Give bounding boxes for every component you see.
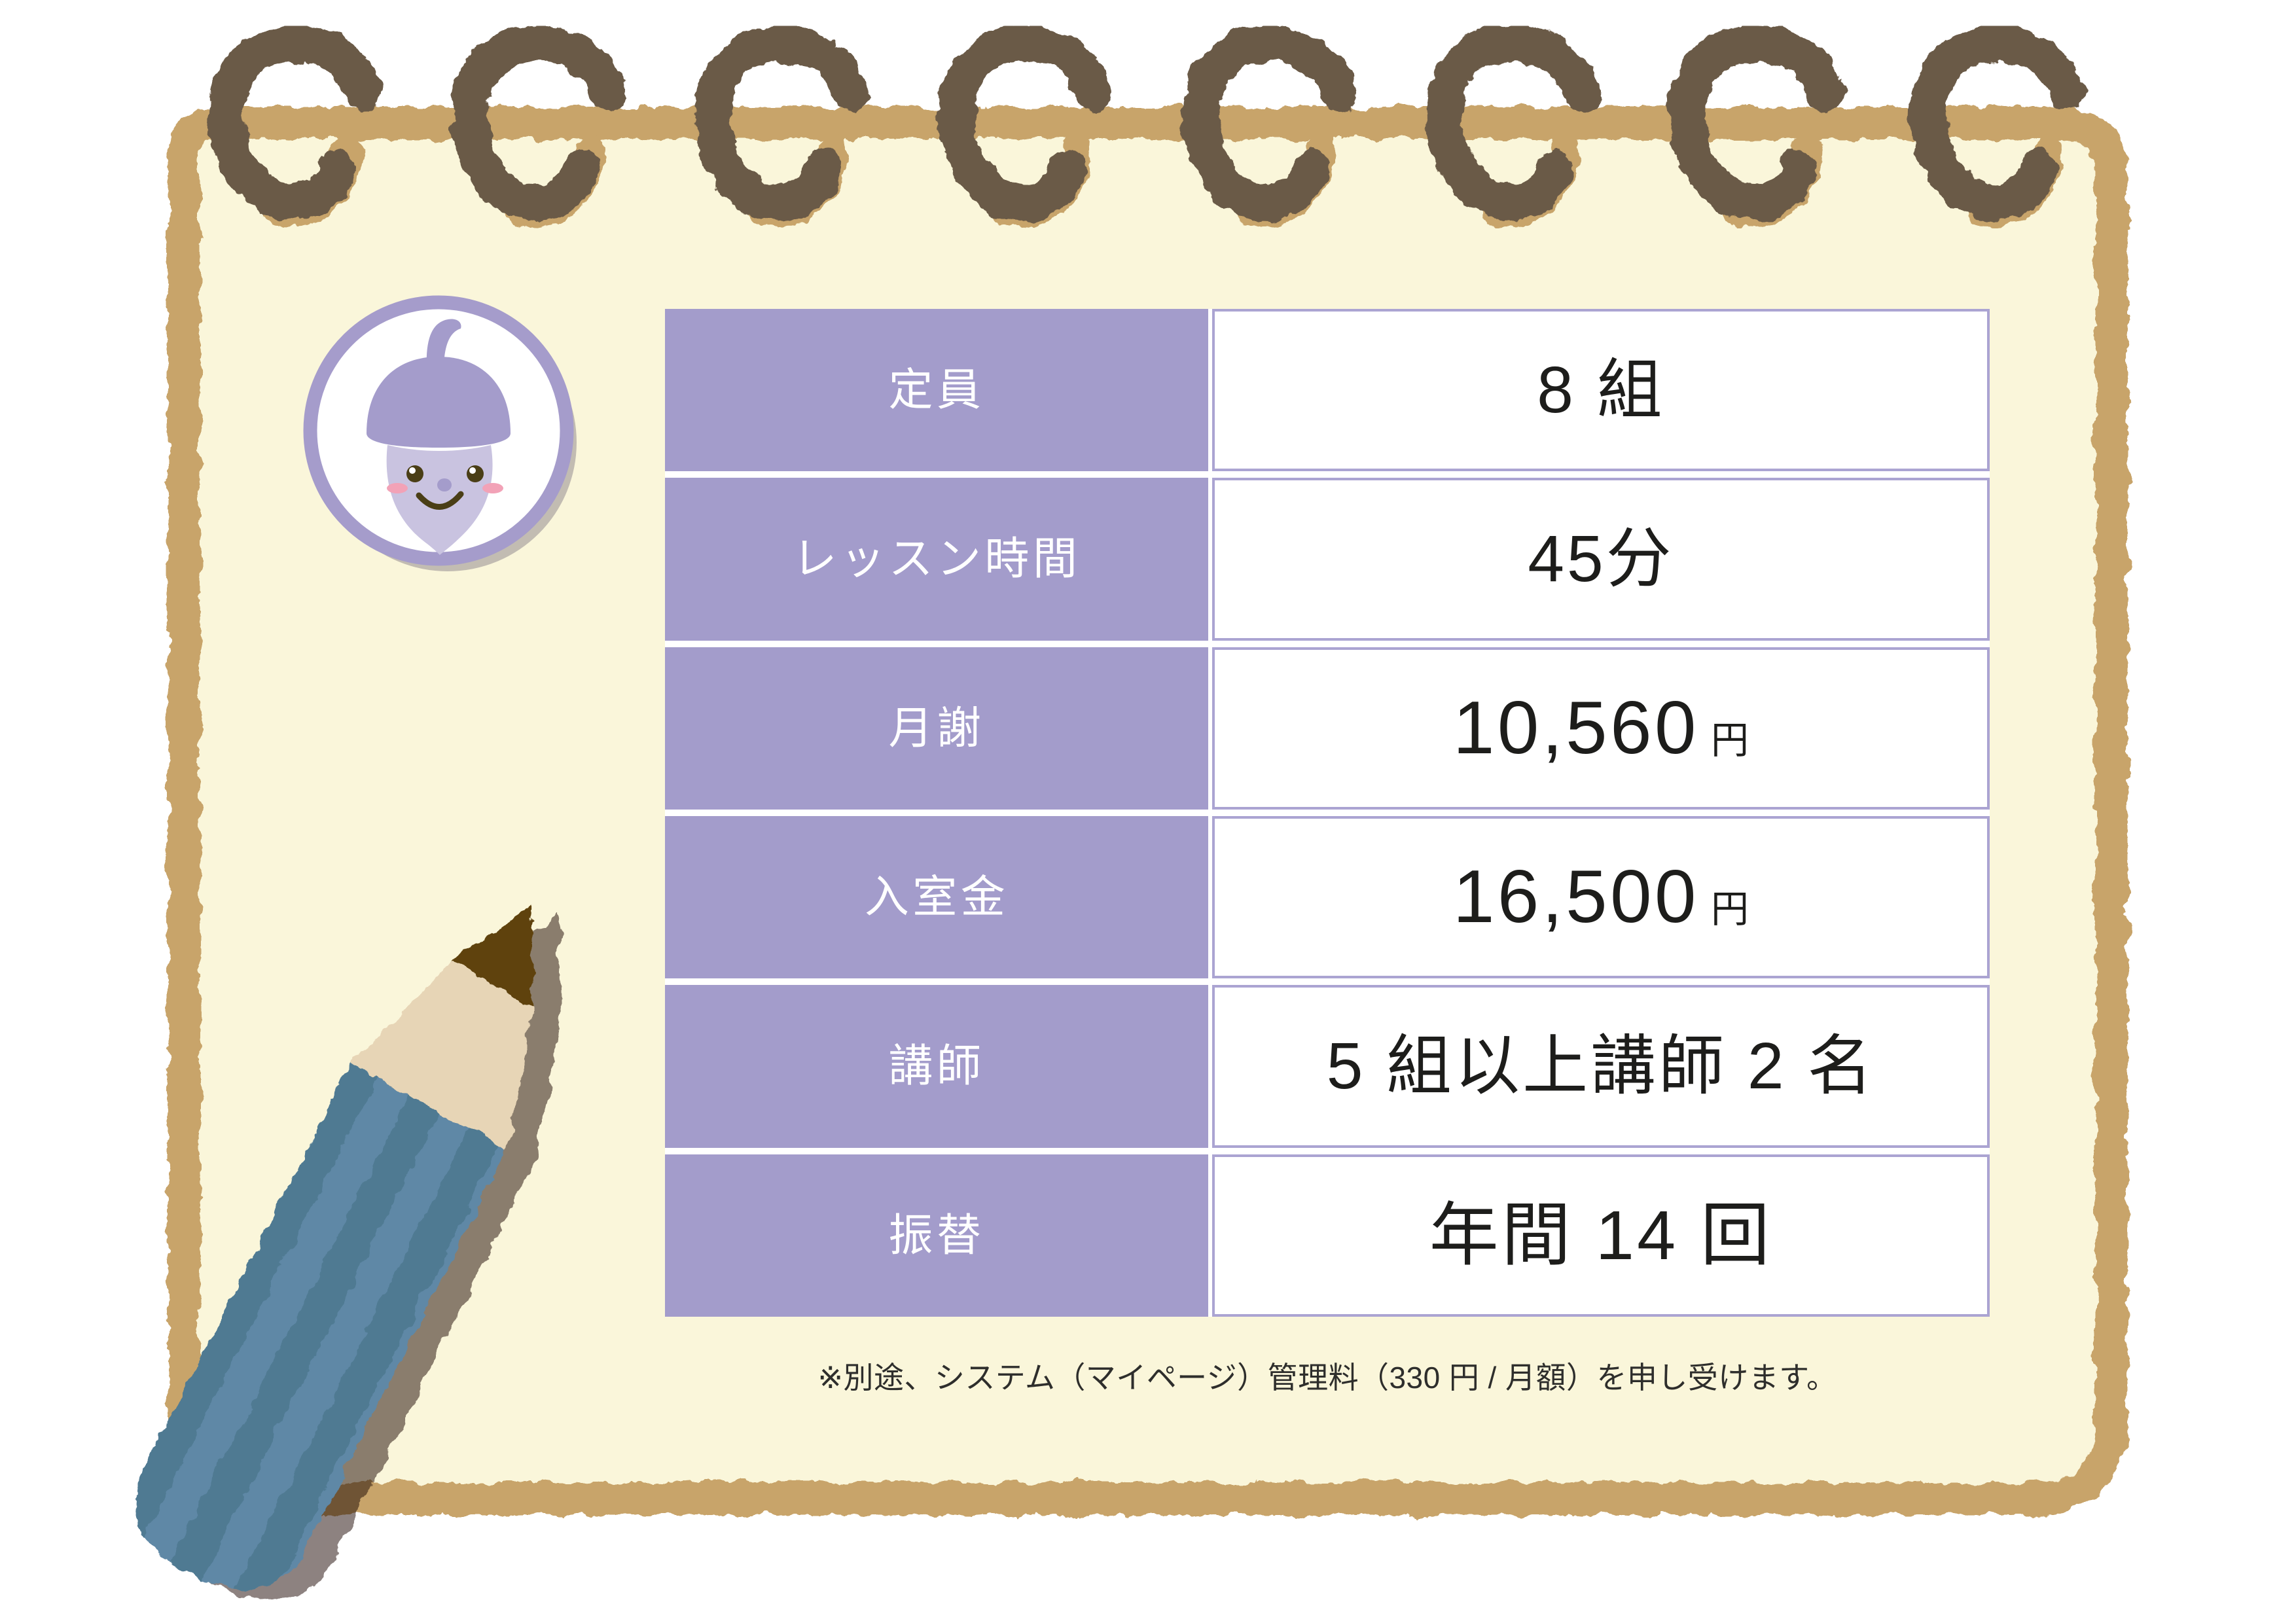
- pencil-stripes: [109, 1064, 505, 1616]
- value-text: 年間 14 回: [1429, 1196, 1773, 1274]
- spiral-ring-icon: [938, 24, 1113, 228]
- spiral-ring-icon: [207, 24, 383, 228]
- row-value-instructor: 5 組以上講師 2 名: [1212, 985, 1990, 1148]
- value-unit: 円: [1711, 888, 1749, 931]
- eye-icon: [467, 465, 484, 482]
- cheek-icon: [482, 483, 503, 493]
- spiral-ring-icon: [451, 24, 626, 228]
- row-label-instructor: 講師: [665, 985, 1208, 1148]
- spiral-ring-icon: [694, 24, 870, 228]
- table-row: レッスン時間 45分: [665, 478, 1990, 641]
- system-fee-footnote: ※別途、システム（マイページ）管理料（330 円 / 月額）を申し受けます。: [817, 1361, 1837, 1395]
- value-unit: 円: [1711, 719, 1749, 762]
- table-row: 定員 8 組: [665, 309, 1990, 472]
- pencil-icon: [109, 906, 533, 1616]
- row-label-entrance-fee: 入室金: [665, 815, 1208, 979]
- value-text: 10,560: [1452, 686, 1700, 770]
- spiral-binding: [207, 24, 2085, 228]
- acorn-badge: [303, 295, 577, 571]
- pencil-wood: [350, 962, 533, 1149]
- row-value-lesson-time: 45分: [1212, 478, 1990, 641]
- row-value-capacity: 8 組: [1212, 309, 1990, 472]
- table-row: 月謝 10,560 円: [665, 647, 1990, 810]
- row-value-monthly-fee: 10,560 円: [1212, 647, 1990, 810]
- row-label-makeup-lesson: 振替: [665, 1154, 1208, 1317]
- value-text: 8 組: [1537, 353, 1665, 427]
- spiral-ring-icon: [1668, 24, 1844, 228]
- value-text: 16,500: [1452, 855, 1700, 939]
- acorn-character-icon: [367, 319, 511, 555]
- smile-icon: [416, 491, 464, 510]
- pencil-lead: [451, 906, 533, 1007]
- value-text: 5 組以上講師 2 名: [1326, 1029, 1876, 1103]
- row-value-entrance-fee: 16,500 円: [1212, 815, 1990, 979]
- row-value-makeup-lesson: 年間 14 回: [1212, 1154, 1990, 1317]
- table-row: 振替 年間 14 回: [665, 1154, 1990, 1317]
- table-row: 講師 5 組以上講師 2 名: [665, 985, 1990, 1148]
- row-label-lesson-time: レッスン時間: [665, 478, 1208, 641]
- spiral-ring-icon: [1909, 24, 2085, 228]
- nose-icon: [437, 478, 452, 491]
- table-row: 入室金 16,500 円: [665, 815, 1990, 979]
- lesson-fee-table: 定員 8 組 レッスン時間 45分 月謝 10,560 円 入室金 16,500 円…: [665, 309, 1990, 1317]
- spiral-ring-icon: [1425, 24, 1600, 228]
- row-label-monthly-fee: 月謝: [665, 647, 1208, 810]
- spiral-ring-icon: [1181, 24, 1357, 228]
- cheek-icon: [387, 483, 408, 493]
- value-text: 45分: [1528, 522, 1674, 596]
- row-label-capacity: 定員: [665, 309, 1208, 472]
- eye-icon: [406, 465, 423, 482]
